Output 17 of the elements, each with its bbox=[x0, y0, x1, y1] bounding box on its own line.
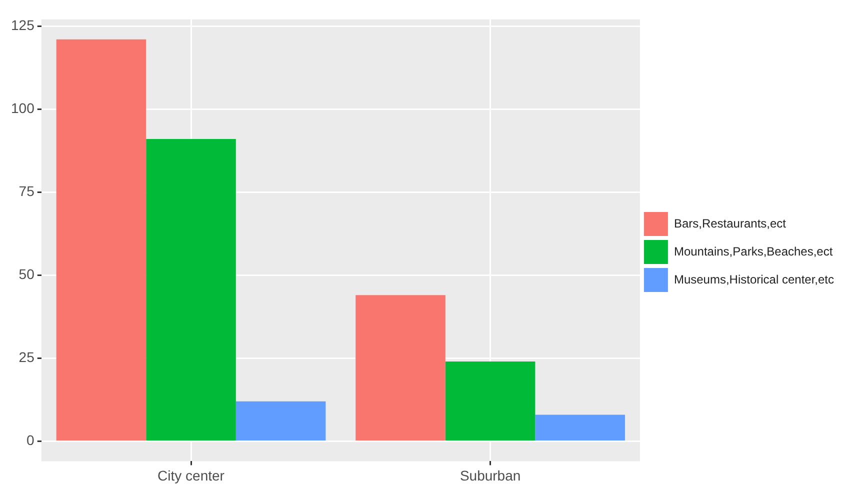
bar bbox=[236, 401, 326, 441]
legend-label: Bars,Restaurants,ect bbox=[674, 216, 787, 230]
bar bbox=[56, 39, 146, 441]
y-tick-label: 125 bbox=[11, 16, 35, 33]
bar bbox=[146, 138, 236, 441]
y-tick-label: 0 bbox=[26, 432, 35, 448]
bar bbox=[356, 295, 446, 441]
y-tick-label: 75 bbox=[18, 182, 35, 199]
bar bbox=[445, 362, 536, 441]
x-tick-label: City center bbox=[158, 467, 225, 484]
x-tick-label: Suburban bbox=[460, 467, 521, 484]
legend-label: Mountains,Parks,Beaches,ect bbox=[674, 244, 834, 258]
y-tick-label: 50 bbox=[18, 266, 35, 282]
legend-label: Museums,Historical center,etc bbox=[674, 272, 834, 286]
y-tick-label: 100 bbox=[11, 100, 35, 116]
y-tick-label: 25 bbox=[18, 349, 35, 366]
bar bbox=[535, 414, 625, 441]
